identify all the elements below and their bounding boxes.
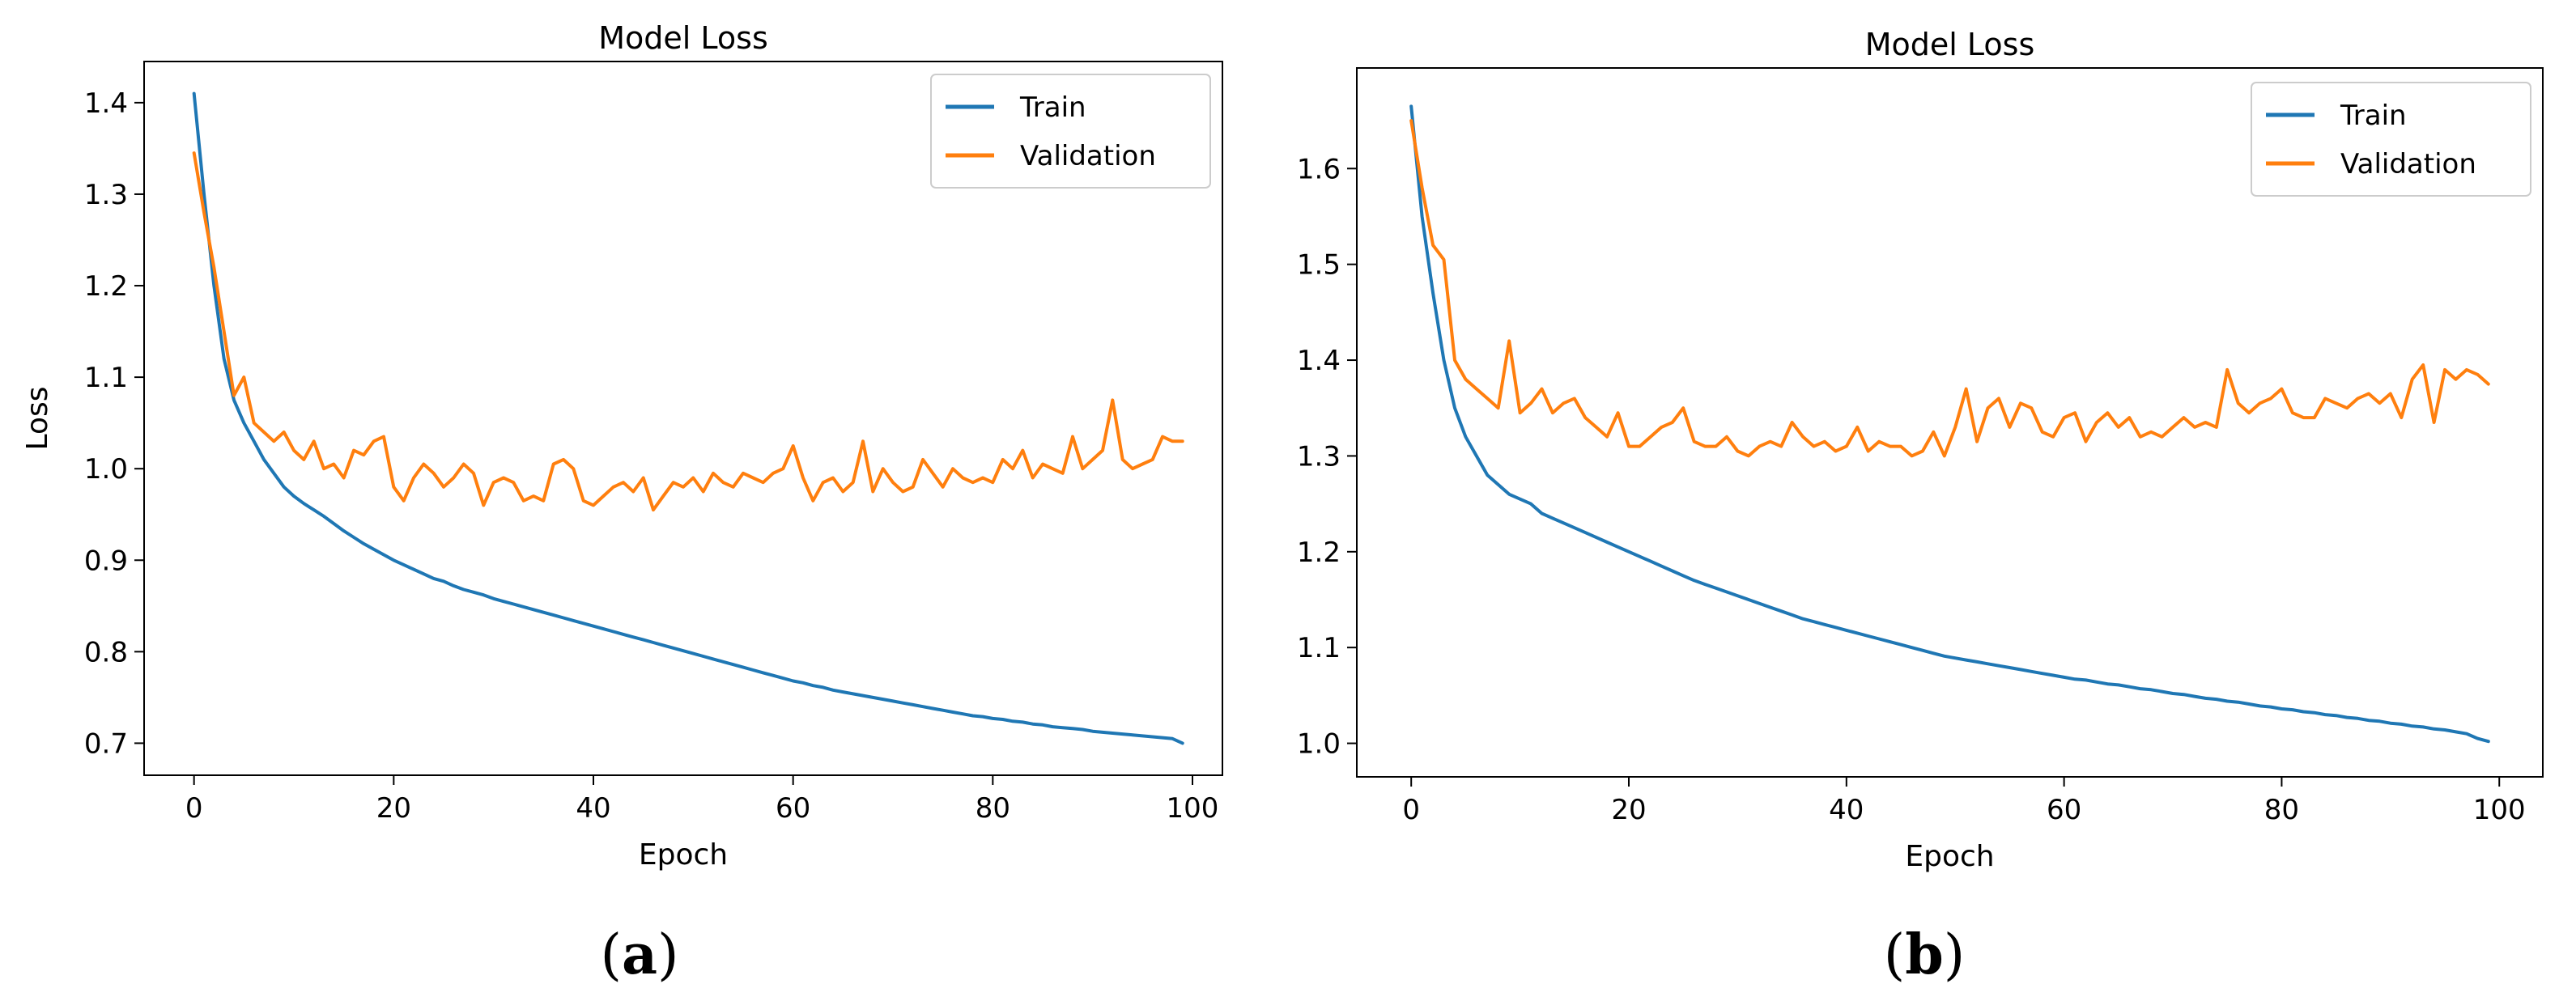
chart-a-xtick-label: 60 xyxy=(776,792,810,825)
chart-a-legend-label-train: Train xyxy=(1019,91,1086,124)
chart-b-xlabel: Epoch xyxy=(1905,840,1994,873)
chart-b-ytick-label: 1.0 xyxy=(1297,728,1341,761)
chart-b-ytick-label: 1.5 xyxy=(1297,249,1341,282)
panel-label-b: (b) xyxy=(1883,923,1966,987)
chart-panel-a: Model Loss 0 20 40 60 80 100 0.7 0.8 0.9 1.0 1.1 1.2… xyxy=(21,20,1223,987)
chart-a-title: Model Loss xyxy=(598,20,768,56)
chart-b-ytick-label: 1.4 xyxy=(1297,345,1341,377)
chart-b-xtick-label: 20 xyxy=(1611,794,1646,826)
chart-a-axes-frame xyxy=(143,61,1223,776)
chart-b-xtick-label: 40 xyxy=(1829,794,1864,826)
chart-b-legend-label-train: Train xyxy=(2340,100,2407,132)
chart-a-ytick-label: 1.0 xyxy=(84,453,128,486)
chart-a-ytick-label: 1.4 xyxy=(84,87,128,120)
chart-a-xlabel: Epoch xyxy=(639,838,728,872)
chart-a-xtick-label: 40 xyxy=(576,792,610,825)
chart-b-legend-label-validation: Validation xyxy=(2340,148,2476,180)
chart-a-ytick-label: 1.1 xyxy=(84,362,128,394)
chart-a-xtick-label: 0 xyxy=(185,792,203,825)
chart-b-xtick-label: 0 xyxy=(1402,794,1420,826)
chart-a-ytick-label: 0.8 xyxy=(84,636,128,668)
chart-a-ytick-label: 1.2 xyxy=(84,270,128,303)
chart-a-legend-box xyxy=(930,74,1211,189)
chart-a-xtick-label: 20 xyxy=(376,792,411,825)
chart-b-legend-box xyxy=(2251,82,2531,197)
chart-b-series-train-line xyxy=(1409,104,2490,744)
chart-b-xtick-label: 80 xyxy=(2264,794,2299,826)
chart-a-ytick-label: 1.3 xyxy=(84,179,128,211)
chart-b-ytick-label: 1.6 xyxy=(1297,153,1341,185)
chart-panel-b: Model Loss 0 20 40 60 80 100 1.0 1.1 1.2 1.3 1.4 1.5… xyxy=(1288,0,2576,1001)
chart-b-xtick-label: 60 xyxy=(2047,794,2081,826)
chart-a-series-train-line xyxy=(192,91,1184,745)
chart-a-canvas: Model Loss 0 20 40 60 80 100 0.7 0.8 0.9 1.0 1.1 1.2… xyxy=(21,20,1223,872)
chart-b-canvas: Model Loss 0 20 40 60 80 100 1.0 1.1 1.2 1.3 1.4 1.5… xyxy=(1297,27,2544,873)
chart-b-ytick-label: 1.2 xyxy=(1297,537,1341,569)
chart-a-legend-label-validation: Validation xyxy=(1020,140,1156,172)
chart-b-axes-frame xyxy=(1356,67,2544,778)
chart-a-ytick-label: 0.7 xyxy=(84,727,128,760)
chart-b-series-validation-line xyxy=(1409,119,2490,458)
chart-a-ytick-label: 0.9 xyxy=(84,545,128,577)
chart-a-series-validation-line xyxy=(192,151,1184,512)
chart-b-title: Model Loss xyxy=(1865,27,2035,62)
panel-label-a: (a) xyxy=(600,923,679,987)
chart-b-ytick-label: 1.3 xyxy=(1297,440,1341,473)
panel-label-b-text: b xyxy=(1905,923,1944,987)
chart-b-ytick-label: 1.1 xyxy=(1297,632,1341,664)
chart-a-xtick-label: 100 xyxy=(1167,792,1219,825)
chart-a-ylabel: Loss xyxy=(21,387,54,451)
panel-label-a-text: a xyxy=(621,923,658,987)
chart-b-xtick-label: 100 xyxy=(2473,794,2526,826)
chart-a-xtick-label: 80 xyxy=(976,792,1010,825)
